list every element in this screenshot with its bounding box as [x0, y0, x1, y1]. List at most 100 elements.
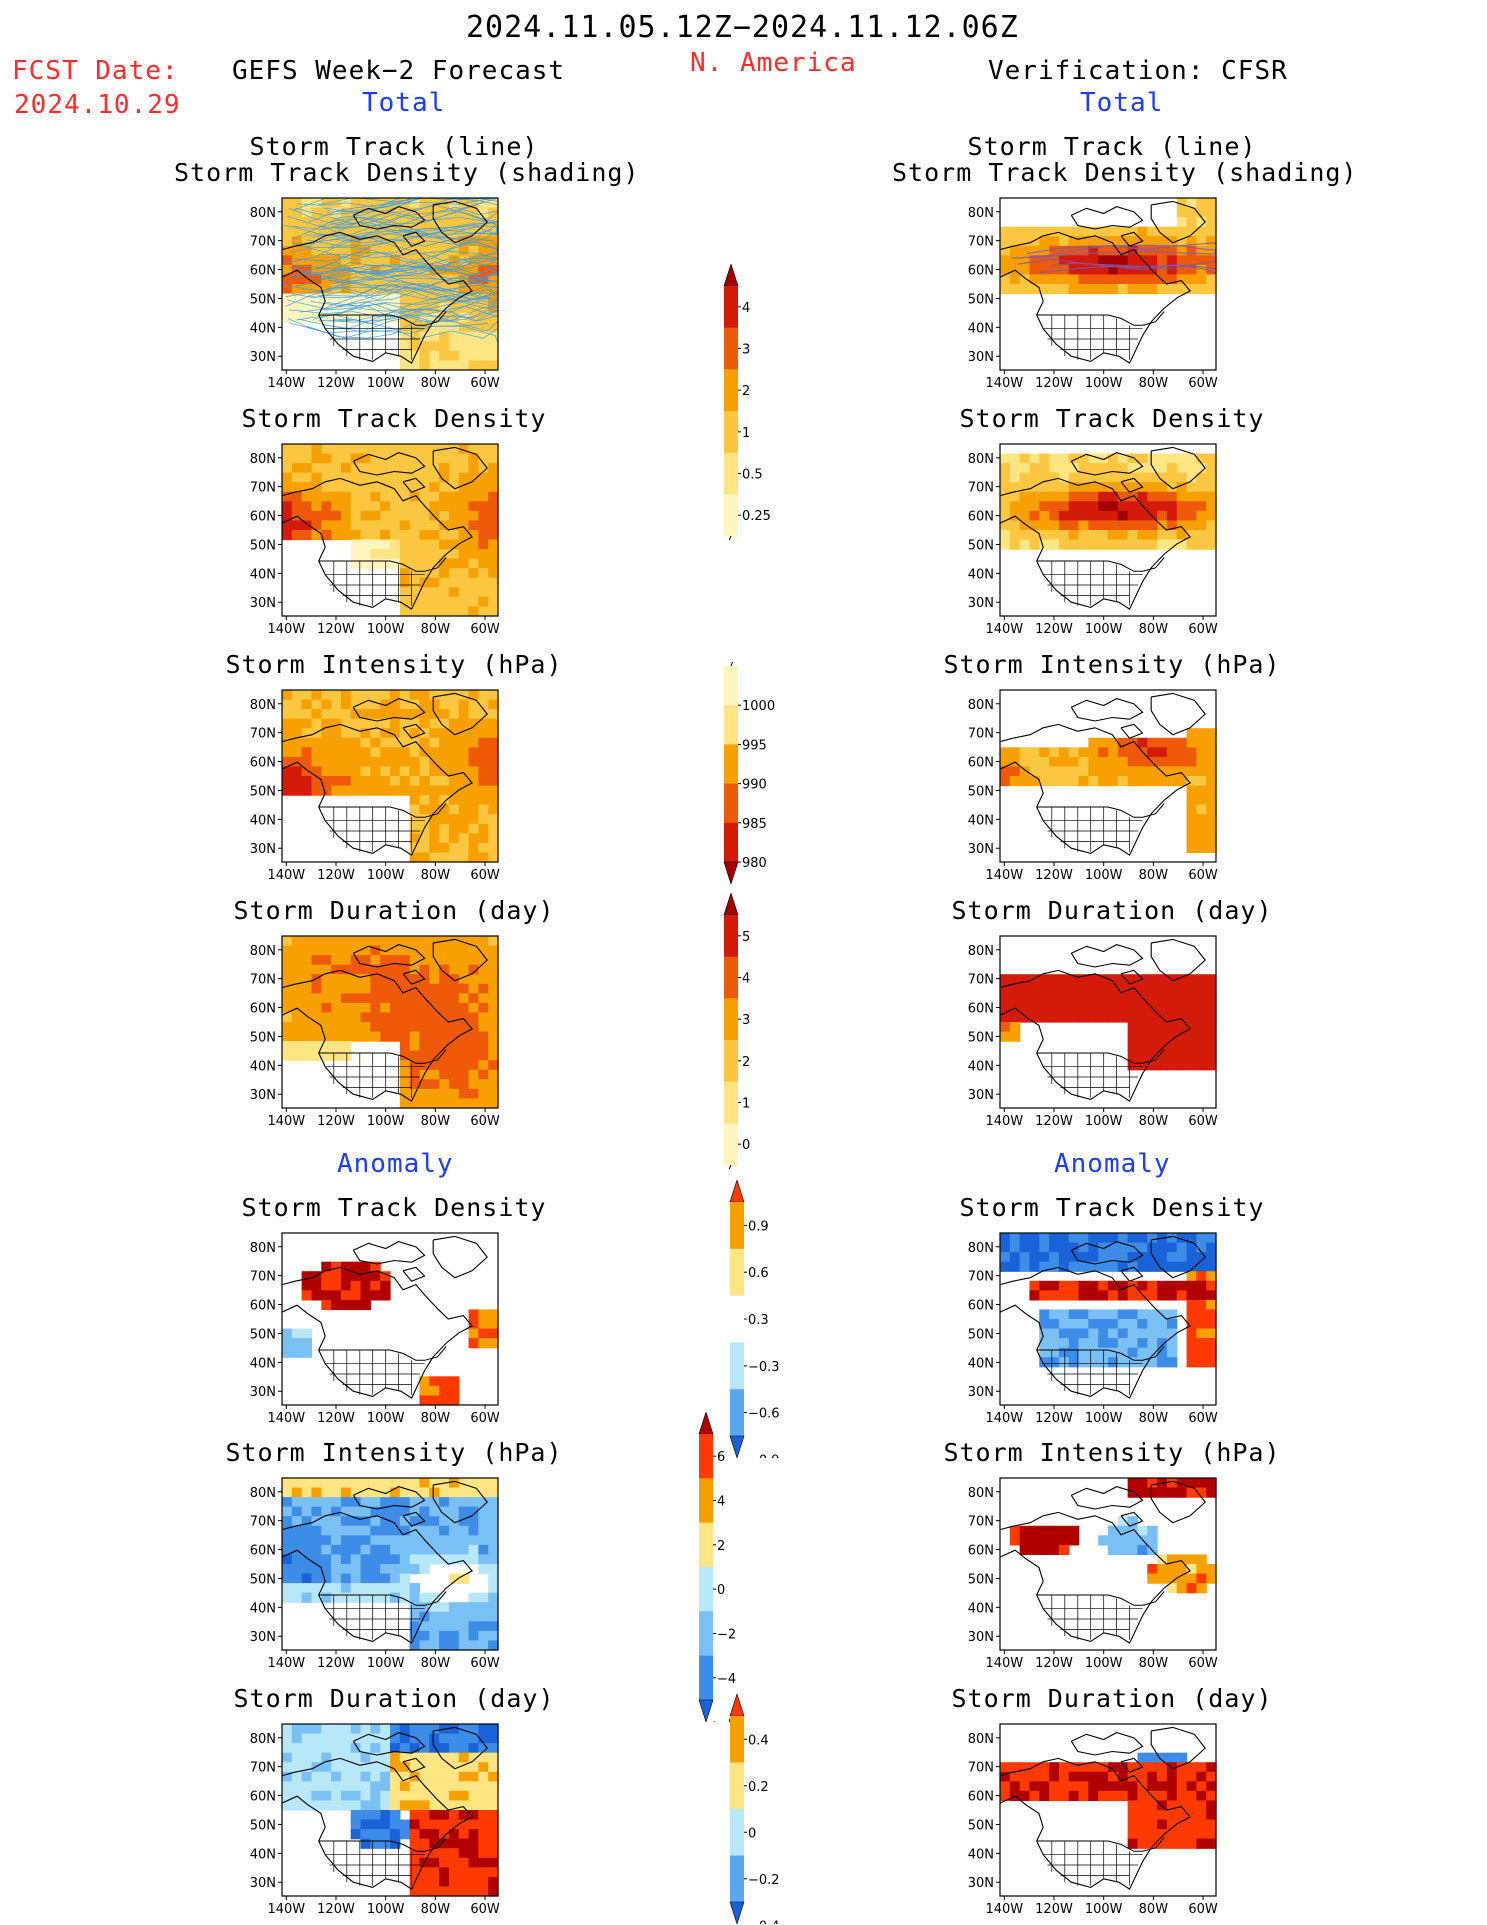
lat-tick-label: 40N — [250, 1601, 276, 1616]
lon-tick-label: 60W — [470, 1656, 500, 1670]
colorbar-label: 3 — [742, 1013, 750, 1028]
right-total-label: Total — [1080, 88, 1164, 118]
lat-tick-label: 40N — [968, 1601, 994, 1616]
colorbar-label: 995 — [742, 738, 767, 753]
colorbar-label: 980 — [742, 856, 767, 871]
lon-tick-label: 100W — [367, 376, 405, 390]
fcst-date: 2024.10.29 — [14, 90, 181, 120]
colorbar-label: 1 — [742, 1097, 750, 1112]
lon-tick-label: 100W — [367, 1411, 405, 1425]
lat-tick-label: 50N — [250, 1030, 276, 1045]
lat-tick-label: 40N — [250, 813, 276, 828]
lon-tick-label: 80W — [421, 1114, 451, 1128]
lon-tick-label: 140W — [985, 1114, 1023, 1128]
lat-tick-label: 70N — [250, 1761, 276, 1776]
lon-tick-label: 60W — [1188, 376, 1218, 390]
colorbar-label: 0.9 — [748, 1219, 769, 1234]
lat-tick-label: 70N — [250, 481, 276, 496]
colorbar-label: 4 — [742, 972, 750, 987]
colorbar-label: 1 — [742, 426, 750, 441]
lat-tick-label: 60N — [968, 1790, 994, 1805]
lon-tick-label: 60W — [1188, 1902, 1218, 1916]
lat-tick-label: 30N — [250, 1876, 276, 1891]
lon-tick-label: 60W — [1188, 1114, 1218, 1128]
lon-tick-label: 80W — [421, 1411, 451, 1425]
lat-tick-label: 40N — [968, 813, 994, 828]
lon-tick-label: 100W — [367, 1902, 405, 1916]
lat-tick-label: 30N — [250, 842, 276, 857]
colorbar-anom-duration: 0.4 0.2 0 −0.2 −0.4 — [729, 1694, 780, 1924]
map-right-density: 80N 70N 60N 50N 40N 30N 140W 120W 100W 80W 60W — [968, 443, 1218, 636]
lon-tick-label: 80W — [421, 376, 451, 390]
lon-tick-label: 140W — [267, 376, 305, 390]
lat-tick-label: 40N — [250, 1059, 276, 1074]
lon-tick-label: 140W — [985, 868, 1023, 882]
lon-tick-label: 140W — [267, 1902, 305, 1916]
lat-tick-label: 80N — [968, 1486, 994, 1501]
left-anom-duration-title: Storm Duration (day) — [233, 1684, 555, 1713]
left-anom-intensity-title: Storm Intensity (hPa) — [225, 1438, 563, 1467]
map-left-track-line: 80N 70N 60N 50N 40N 30N 140W 120W 100W 80W 60W — [250, 197, 500, 390]
colorbar-label: −2 — [717, 1628, 736, 1643]
left-anomaly-label: Anomaly — [337, 1149, 454, 1179]
lat-tick-label: 60N — [250, 1544, 276, 1559]
right-anomaly-label: Anomaly — [1054, 1149, 1171, 1179]
colorbar-label: 4 — [742, 301, 750, 316]
lat-tick-label: 30N — [968, 842, 994, 857]
lon-tick-label: 100W — [367, 868, 405, 882]
lat-tick-label: 70N — [250, 1515, 276, 1530]
lon-tick-label: 80W — [1139, 622, 1169, 636]
lon-tick-label: 120W — [1035, 1114, 1073, 1128]
colorbar-label: 4 — [717, 1495, 725, 1510]
lat-tick-label: 60N — [250, 1790, 276, 1805]
lon-tick-label: 60W — [1188, 1411, 1218, 1425]
lon-tick-label: 120W — [317, 376, 355, 390]
lon-tick-label: 80W — [1139, 1656, 1169, 1670]
left-density-title: Storm Track Density — [241, 404, 547, 433]
main-title: 2024.11.05.12Z−2024.11.12.06Z — [466, 10, 1019, 45]
lon-tick-label: 120W — [1035, 868, 1073, 882]
lon-tick-label: 80W — [1139, 376, 1169, 390]
lat-tick-label: 30N — [968, 1876, 994, 1891]
lat-tick-label: 70N — [968, 727, 994, 742]
colorbar-label: 0 — [748, 1826, 756, 1841]
lon-tick-label: 60W — [470, 622, 500, 636]
colorbar-label: 6 — [717, 1450, 725, 1465]
colorbar-label: −0.9 — [748, 1453, 780, 1458]
colorbar-label: 985 — [742, 817, 767, 832]
fcst-label: FCST Date: — [12, 56, 179, 86]
lat-tick-label: 70N — [968, 1270, 994, 1285]
lat-tick-label: 60N — [250, 1299, 276, 1314]
lat-tick-label: 70N — [250, 973, 276, 988]
lat-tick-label: 50N — [968, 1818, 994, 1833]
map-right-anom-intensity: 80N 70N 60N 50N 40N 30N 140W 120W 100W 80W 60W — [968, 1477, 1218, 1670]
colorbar-label: 0.3 — [748, 1313, 769, 1328]
lon-tick-label: 80W — [421, 1656, 451, 1670]
map-right-intensity: 80N 70N 60N 50N 40N 30N 140W 120W 100W 80W 60W — [968, 689, 1218, 882]
colorbar-label: −0.4 — [748, 1919, 780, 1924]
lat-tick-label: 80N — [250, 1732, 276, 1747]
lon-tick-label: 100W — [367, 1656, 405, 1670]
lon-tick-label: 140W — [985, 1411, 1023, 1425]
colorbar-label: 2 — [742, 1055, 750, 1070]
lat-tick-label: 40N — [250, 1356, 276, 1371]
lat-tick-label: 60N — [968, 510, 994, 525]
lat-tick-label: 80N — [968, 698, 994, 713]
lon-tick-label: 80W — [1139, 1902, 1169, 1916]
lat-tick-label: 40N — [250, 567, 276, 582]
colorbar-label: 0.4 — [748, 1733, 769, 1748]
lon-tick-label: 80W — [421, 868, 451, 882]
left-column-header: GEFS Week−2 Forecast — [232, 56, 566, 86]
lat-tick-label: 70N — [250, 1270, 276, 1285]
lat-tick-label: 70N — [968, 1515, 994, 1530]
lon-tick-label: 80W — [1139, 1411, 1169, 1425]
lat-tick-label: 30N — [968, 596, 994, 611]
lon-tick-label: 140W — [985, 1656, 1023, 1670]
colorbar-label: 1000 — [742, 699, 775, 714]
lon-tick-label: 100W — [1085, 1902, 1123, 1916]
lat-tick-label: 50N — [968, 538, 994, 553]
lat-tick-label: 30N — [250, 596, 276, 611]
right-anom-intensity-title: Storm Intensity (hPa) — [943, 1438, 1281, 1467]
lon-tick-label: 140W — [267, 1656, 305, 1670]
lon-tick-label: 120W — [1035, 1902, 1073, 1916]
